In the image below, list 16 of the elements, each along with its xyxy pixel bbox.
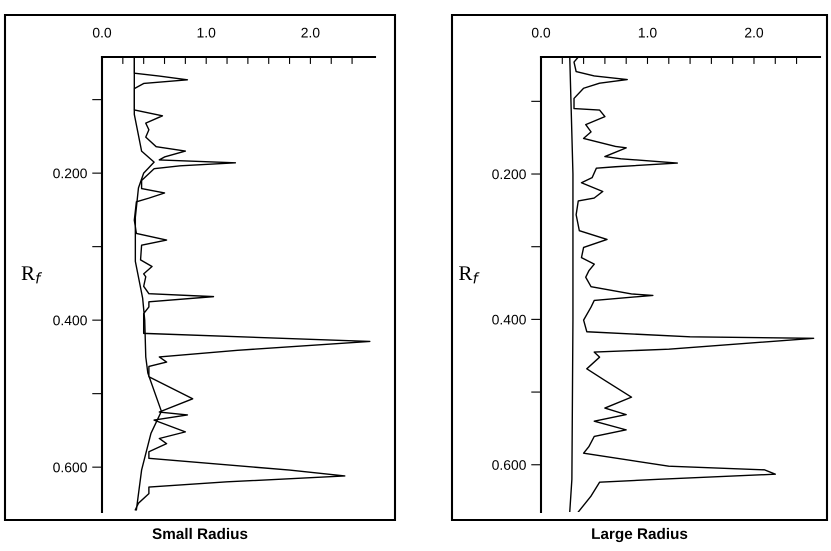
y-tick-label: 0.400 [53,315,87,326]
x-tick-label: 1.0 [198,28,216,38]
y-tick-label: 0.200 [53,168,87,178]
y-axis-title: R$_{f}$ [22,266,42,284]
x-tick-label: 1.0 [638,28,657,38]
x-tick-label: 2.0 [745,28,764,38]
y-tick-label: 0.200 [492,169,526,180]
text: Small Radius [152,528,248,540]
y-tick-label: 0.400 [492,314,526,325]
y-axis-title: R$_{f}$ [459,266,480,284]
x-tick-label: 0.0 [92,28,112,38]
x-tick-label: 0.0 [532,28,550,38]
y-tick-label: 0.600 [492,460,526,470]
x-tick-label: 2.0 [301,28,320,38]
text: Large Radius [592,528,688,542]
y-tick-label: 0.600 [53,462,87,472]
